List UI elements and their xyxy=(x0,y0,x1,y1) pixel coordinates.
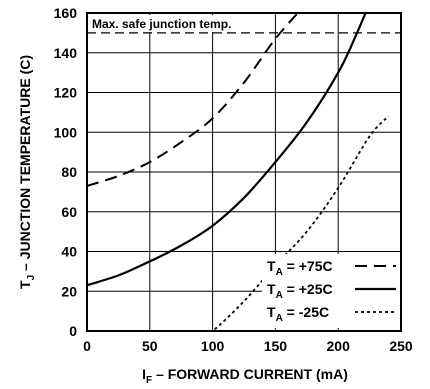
legend-label-1: TA = +25C xyxy=(267,281,333,301)
legend-label-main: T xyxy=(267,258,276,274)
x-tick-label: 250 xyxy=(389,338,413,354)
legend-label-sub: A xyxy=(276,313,283,324)
x-axis-title-sub: F xyxy=(146,375,152,386)
y-tick-label: 20 xyxy=(61,283,77,299)
legend-label-sub: A xyxy=(276,267,283,278)
series-line-1 xyxy=(87,13,367,287)
grid-lines xyxy=(87,13,401,331)
x-tick-label: 200 xyxy=(327,338,351,354)
y-tick-label: 120 xyxy=(54,85,78,101)
y-tick-label: 60 xyxy=(61,204,77,220)
max-safe-temp-label-bg xyxy=(89,15,261,32)
y-axis-title: TJ – JUNCTION TEMPERATURE (C) xyxy=(17,55,37,289)
x-tick-labels: 0 50 100 150 200 250 xyxy=(83,338,413,354)
y-tick-label: 40 xyxy=(61,244,77,260)
y-tick-label: 100 xyxy=(54,124,78,140)
legend-label-main: T xyxy=(267,281,276,297)
x-axis-title-rest: – FORWARD CURRENT (mA) xyxy=(152,366,348,382)
legend-label-rest: = -25C xyxy=(283,304,329,320)
legend-label-2: TA = -25C xyxy=(267,304,329,324)
y-axis-title-sub: J xyxy=(26,275,37,281)
y-axis-title-main: T xyxy=(17,280,33,289)
data-curves xyxy=(87,13,390,331)
legend-label-sub: A xyxy=(276,290,283,301)
x-tick-label: 100 xyxy=(201,338,225,354)
legend-label-main: T xyxy=(267,304,276,320)
series-line-2 xyxy=(211,115,390,331)
y-tick-label: 0 xyxy=(69,323,77,339)
x-tick-label: 150 xyxy=(264,338,288,354)
y-tick-label: 80 xyxy=(61,164,77,180)
y-tick-labels: 0 20 40 60 80 100 120 140 160 xyxy=(54,5,78,339)
y-tick-label: 140 xyxy=(54,45,78,61)
y-tick-label: 160 xyxy=(54,5,78,21)
plot-frame xyxy=(86,12,402,332)
max-safe-temp-label: Max. safe junction temp. xyxy=(92,17,231,31)
x-tick-label: 50 xyxy=(142,338,158,354)
legend-label-rest: = +75C xyxy=(283,258,333,274)
series-line-0 xyxy=(87,13,300,187)
x-axis-title-main: I xyxy=(142,366,146,382)
legend-label-0: TA = +75C xyxy=(267,258,333,278)
x-tick-label: 0 xyxy=(83,338,91,354)
legend-label-rest: = +25C xyxy=(283,281,333,297)
y-axis-title-rest: – JUNCTION TEMPERATURE (C) xyxy=(17,55,33,275)
x-axis-title: IF – FORWARD CURRENT (mA) xyxy=(142,366,348,386)
